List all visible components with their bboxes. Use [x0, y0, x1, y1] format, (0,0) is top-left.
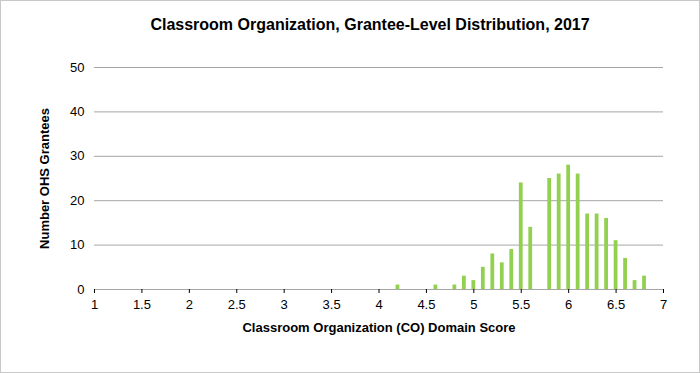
svg-text:1: 1	[91, 297, 98, 312]
svg-text:40: 40	[70, 104, 84, 119]
svg-text:50: 50	[70, 60, 84, 75]
svg-text:7: 7	[660, 297, 667, 312]
svg-text:Classroom Organization (CO) Do: Classroom Organization (CO) Domain Score	[242, 320, 515, 335]
svg-text:4.5: 4.5	[417, 297, 435, 312]
svg-text:Number OHS Grantees: Number OHS Grantees	[37, 108, 52, 249]
svg-text:30: 30	[70, 148, 84, 163]
svg-text:20: 20	[70, 193, 84, 208]
svg-text:6: 6	[565, 297, 572, 312]
svg-text:4: 4	[375, 297, 382, 312]
svg-text:1.5: 1.5	[133, 297, 151, 312]
svg-text:2.5: 2.5	[228, 297, 246, 312]
svg-text:5: 5	[470, 297, 477, 312]
svg-text:2: 2	[186, 297, 193, 312]
svg-text:10: 10	[70, 237, 84, 252]
svg-text:0: 0	[77, 282, 84, 297]
svg-text:6.5: 6.5	[607, 297, 625, 312]
svg-text:3.5: 3.5	[323, 297, 341, 312]
html-text:Classroom Organization, Grante: Classroom Organization, Grantee-Level Di…	[150, 16, 590, 33]
svg-text:5.5: 5.5	[512, 297, 530, 312]
svg-text:3: 3	[281, 297, 288, 312]
